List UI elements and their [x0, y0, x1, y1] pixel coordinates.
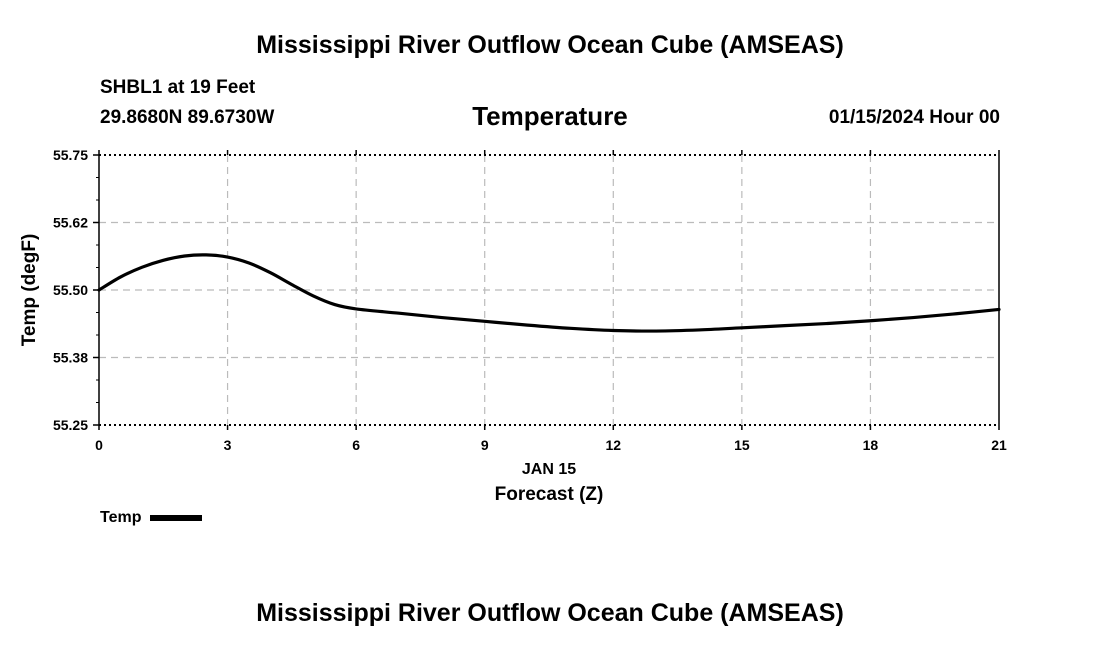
- coordinates-label: 29.8680N 89.6730W: [100, 107, 275, 128]
- forecast-datetime: 01/15/2024 Hour 00: [828, 107, 1000, 128]
- x-tick-label: 6: [352, 437, 360, 453]
- x-tick-label: 0: [95, 437, 103, 453]
- chart-title: Temperature: [472, 101, 628, 131]
- axis-ticks: 0 3 6 9 12 15 18 21 55.25 55.38 55.50 55.62 55.75: [53, 147, 1007, 453]
- series-line-temp: [97, 253, 1001, 333]
- y-tick-label: 55.62: [53, 215, 88, 231]
- y-tick-label: 55.25: [53, 417, 88, 433]
- x-tick-label: 12: [605, 437, 621, 453]
- y-tick-label: 55.38: [53, 350, 88, 366]
- footer-title: Mississippi River Outflow Ocean Cube (AM…: [256, 599, 844, 627]
- x-tick-label: 3: [224, 437, 232, 453]
- y-tick-label: 55.75: [53, 147, 88, 163]
- legend: Temp: [100, 509, 203, 527]
- x-tick-label: 9: [481, 437, 489, 453]
- legend-swatch: [150, 515, 203, 521]
- x-tick-label: 15: [734, 437, 750, 453]
- series-layer: [97, 253, 1001, 333]
- x-tick-label: 18: [863, 437, 879, 453]
- page-title: Mississippi River Outflow Ocean Cube (AM…: [256, 31, 844, 59]
- y-axis-label: Temp (degF): [19, 234, 40, 347]
- y-tick-label: 55.50: [53, 282, 88, 298]
- x-tick-label: 21: [991, 437, 1007, 453]
- legend-label: Temp: [100, 509, 142, 526]
- x-axis-date-label: JAN 15: [522, 461, 576, 478]
- station-label: SHBL1 at 19 Feet: [100, 77, 256, 98]
- x-axis-label: Forecast (Z): [495, 484, 604, 505]
- grid: [99, 155, 999, 425]
